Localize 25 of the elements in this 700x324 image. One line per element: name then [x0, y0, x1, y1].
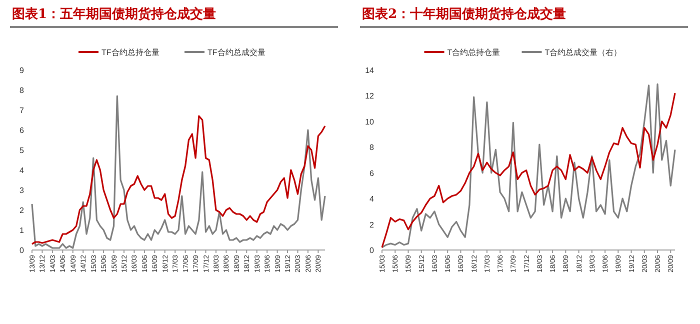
chart-title: 图表1：五年期国债期货持仓成交量	[12, 6, 216, 22]
y-tick-label: 8	[20, 86, 25, 95]
y-tick-label: 2	[370, 220, 375, 230]
y-tick-label: 3	[20, 186, 25, 195]
y-tick-label: 0	[20, 246, 25, 255]
legend-label: T合约总成交量（右）	[544, 48, 622, 57]
y-tick-label: 4	[20, 166, 25, 175]
legend-label: TF合约总成交量	[208, 48, 266, 57]
y-tick-label: 6	[370, 168, 375, 178]
y-tick-label: 0	[370, 246, 375, 255]
y-tick-label: 7	[20, 106, 25, 115]
legend-label: TF合约总持仓量	[102, 48, 160, 57]
y-tick-label: 5	[20, 146, 25, 155]
line-series	[31, 115, 326, 245]
y-tick-label: 4	[370, 194, 375, 204]
y-tick-label: 6	[20, 126, 25, 135]
chart-title: 图表2：十年期国债期货持仓成交量	[362, 6, 566, 22]
legend-label: T合约总持仓量	[447, 48, 500, 57]
y-tick-label: 14	[365, 66, 375, 75]
y-tick-label: 8	[370, 143, 375, 152]
y-tick-label: 10	[365, 117, 375, 126]
y-tick-label: 2	[20, 206, 25, 215]
y-tick-label: 9	[20, 66, 25, 75]
y-tick-label: 1	[20, 226, 25, 235]
y-tick-label: 12	[365, 92, 375, 101]
